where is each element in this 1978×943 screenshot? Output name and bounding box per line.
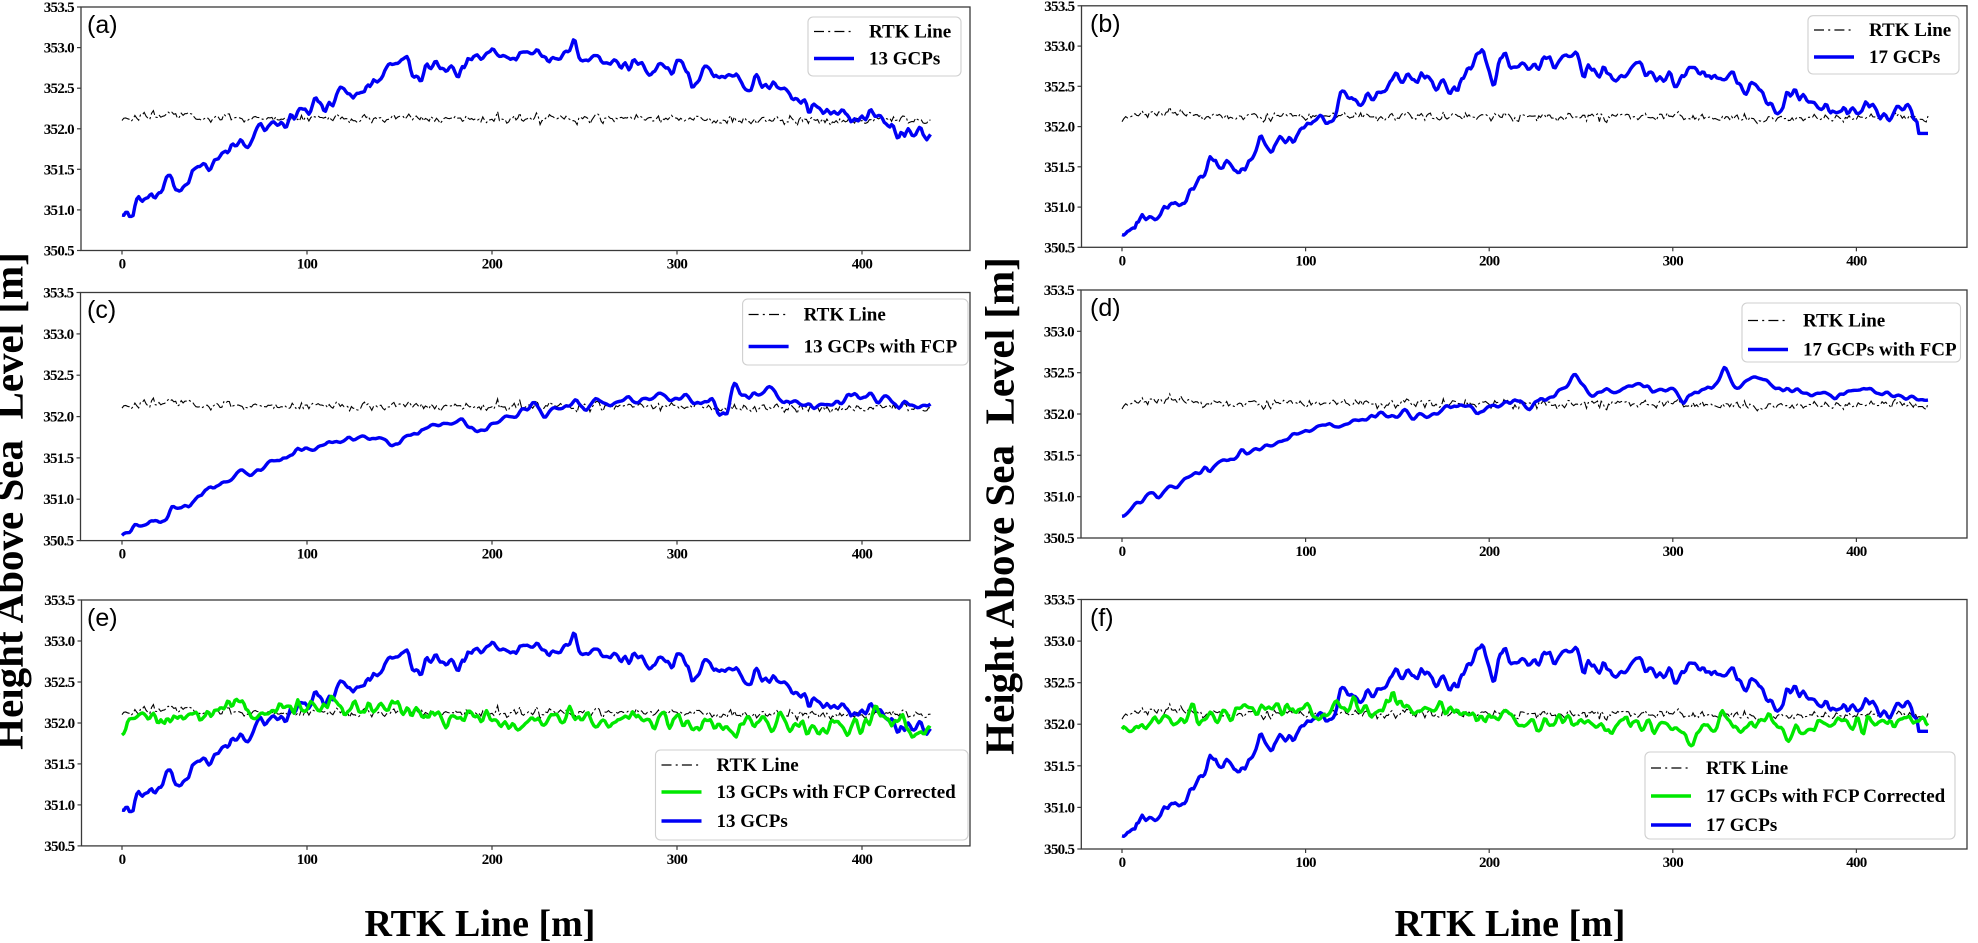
- svg-text:352.5: 352.5: [44, 675, 74, 691]
- svg-text:400: 400: [1846, 253, 1867, 269]
- svg-text:351.0: 351.0: [1044, 800, 1074, 816]
- svg-text:RTK Line: RTK Line: [1803, 311, 1885, 332]
- svg-text:351.5: 351.5: [43, 451, 73, 467]
- svg-text:RTK Line: RTK Line: [804, 305, 886, 326]
- svg-text:RTK Line: RTK Line: [1706, 758, 1788, 779]
- svg-text:352.5: 352.5: [1044, 79, 1074, 95]
- svg-text:13 GCPs with FCP: 13 GCPs with FCP: [804, 337, 958, 358]
- svg-text:300: 300: [667, 547, 688, 563]
- svg-text:350.5: 350.5: [1044, 842, 1074, 858]
- svg-text:351.5: 351.5: [44, 757, 74, 773]
- svg-text:13 GCPs: 13 GCPs: [717, 811, 788, 832]
- svg-text:353.5: 353.5: [44, 593, 74, 609]
- svg-text:351.5: 351.5: [1044, 759, 1074, 775]
- svg-text:300: 300: [667, 852, 688, 868]
- svg-text:100: 100: [1295, 855, 1316, 871]
- svg-text:353.0: 353.0: [1044, 324, 1074, 340]
- svg-text:351.5: 351.5: [1044, 448, 1074, 464]
- svg-text:100: 100: [297, 257, 318, 273]
- svg-text:353.0: 353.0: [1044, 634, 1074, 650]
- svg-text:400: 400: [852, 257, 873, 273]
- svg-text:353.5: 353.5: [1044, 283, 1074, 299]
- svg-text:0: 0: [119, 852, 126, 868]
- svg-text:100: 100: [1295, 544, 1316, 560]
- svg-text:17 GCPs with FCP: 17 GCPs with FCP: [1803, 340, 1957, 361]
- svg-text:Height Above Sea Level [m]: Height Above Sea Level [m]: [0, 252, 32, 750]
- svg-text:200: 200: [482, 257, 503, 273]
- svg-text:351.0: 351.0: [44, 203, 74, 219]
- svg-text:200: 200: [1479, 855, 1500, 871]
- svg-text:200: 200: [1479, 253, 1500, 269]
- svg-text:RTK Line: RTK Line: [717, 755, 799, 776]
- svg-text:0: 0: [1119, 855, 1126, 871]
- svg-text:352.5: 352.5: [44, 81, 74, 97]
- svg-text:353.0: 353.0: [1044, 39, 1074, 55]
- svg-text:200: 200: [1479, 544, 1500, 560]
- svg-text:350.5: 350.5: [44, 244, 74, 260]
- svg-text:100: 100: [297, 547, 318, 563]
- svg-text:RTK Line [m]: RTK Line [m]: [365, 903, 596, 943]
- svg-text:300: 300: [1663, 253, 1684, 269]
- svg-text:0: 0: [1119, 544, 1126, 560]
- svg-text:351.0: 351.0: [1044, 490, 1074, 506]
- svg-text:353.0: 353.0: [44, 41, 74, 57]
- svg-text:400: 400: [852, 852, 873, 868]
- svg-text:352.0: 352.0: [44, 716, 74, 732]
- svg-text:0: 0: [119, 547, 126, 563]
- svg-text:0: 0: [119, 257, 126, 273]
- svg-text:100: 100: [297, 852, 318, 868]
- svg-text:RTK Line: RTK Line: [1869, 20, 1951, 41]
- svg-text:351.0: 351.0: [1044, 200, 1074, 216]
- svg-text:200: 200: [482, 547, 503, 563]
- svg-text:13 GCPs: 13 GCPs: [869, 49, 940, 70]
- svg-text:200: 200: [482, 852, 503, 868]
- svg-text:17 GCPs with FCP Corrected: 17 GCPs with FCP Corrected: [1706, 786, 1946, 807]
- svg-text:RTK Line: RTK Line: [869, 22, 951, 43]
- svg-text:353.0: 353.0: [43, 327, 73, 343]
- svg-text:350.5: 350.5: [1044, 240, 1074, 256]
- svg-text:350.5: 350.5: [1044, 531, 1074, 547]
- svg-text:(e): (e): [87, 604, 118, 632]
- svg-text:352.0: 352.0: [1044, 717, 1074, 733]
- svg-text:353.5: 353.5: [1044, 0, 1074, 15]
- svg-text:300: 300: [1663, 544, 1684, 560]
- svg-text:352.0: 352.0: [1044, 120, 1074, 136]
- svg-text:400: 400: [1846, 855, 1867, 871]
- svg-text:0: 0: [1119, 253, 1126, 269]
- svg-text:352.0: 352.0: [1044, 407, 1074, 423]
- svg-text:Height Above Sea Level [m]: Height Above Sea Level [m]: [977, 257, 1023, 755]
- svg-text:(c): (c): [87, 296, 116, 324]
- svg-text:352.0: 352.0: [43, 410, 73, 426]
- svg-text:350.5: 350.5: [43, 534, 73, 550]
- svg-text:(a): (a): [87, 11, 118, 39]
- svg-text:351.0: 351.0: [44, 798, 74, 814]
- svg-text:353.5: 353.5: [1044, 593, 1074, 609]
- svg-text:352.5: 352.5: [1044, 366, 1074, 382]
- svg-text:100: 100: [1295, 253, 1316, 269]
- svg-text:353.5: 353.5: [44, 0, 74, 16]
- svg-text:400: 400: [852, 547, 873, 563]
- svg-text:300: 300: [1663, 855, 1684, 871]
- svg-text:(b): (b): [1090, 10, 1121, 38]
- svg-text:(f): (f): [1090, 604, 1114, 632]
- svg-text:352.5: 352.5: [43, 368, 73, 384]
- svg-text:351.0: 351.0: [43, 492, 73, 508]
- svg-text:352.0: 352.0: [44, 122, 74, 138]
- svg-text:17 GCPs: 17 GCPs: [1869, 47, 1940, 68]
- svg-text:400: 400: [1846, 544, 1867, 560]
- svg-text:351.5: 351.5: [1044, 160, 1074, 176]
- svg-text:300: 300: [667, 257, 688, 273]
- svg-text:(d): (d): [1090, 294, 1121, 322]
- svg-text:13 GCPs with FCP Corrected: 13 GCPs with FCP Corrected: [717, 782, 957, 803]
- svg-text:RTK Line [m]: RTK Line [m]: [1395, 903, 1626, 943]
- svg-text:351.5: 351.5: [44, 162, 74, 178]
- svg-text:350.5: 350.5: [44, 839, 74, 855]
- svg-text:353.0: 353.0: [44, 634, 74, 650]
- svg-text:353.5: 353.5: [43, 286, 73, 302]
- svg-text:17 GCPs: 17 GCPs: [1706, 815, 1777, 836]
- svg-text:352.5: 352.5: [1044, 676, 1074, 692]
